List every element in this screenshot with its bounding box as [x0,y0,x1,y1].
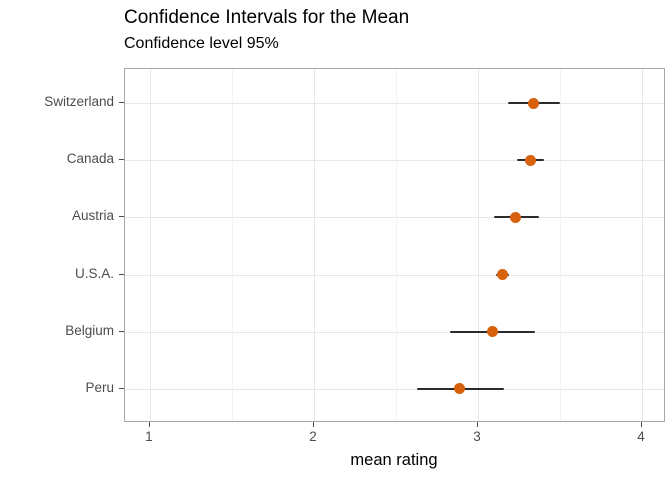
x-axis-tick-label: 3 [473,429,481,444]
x-tick-mark [641,422,643,427]
x-minor-gridline [395,69,397,421]
x-minor-gridline [560,69,562,421]
x-major-gridline [149,69,151,421]
y-tick-mark [119,273,124,275]
x-major-gridline [478,69,479,421]
mean-point-austria [510,211,522,223]
x-axis-tick-label: 2 [309,429,317,444]
y-tick-mark [119,159,124,161]
chart-subtitle: Confidence level 95% [124,35,279,52]
mean-point-peru [454,383,466,395]
y-major-gridline [125,217,664,219]
y-axis-label: Canada [66,151,114,167]
x-tick-mark [477,422,478,427]
y-axis-label: Peru [85,379,114,395]
x-axis-tick-label: 4 [637,429,645,444]
y-major-gridline [125,160,664,162]
x-tick-mark [312,422,314,427]
y-axis-label: Switzerland [44,94,114,110]
y-major-gridline [125,274,664,276]
y-major-gridline [125,331,664,333]
y-axis-label: Belgium [65,322,114,338]
y-major-gridline [125,103,664,105]
plot-panel [124,68,665,422]
x-axis-tick-label: 1 [145,429,153,444]
chart-title: Confidence Intervals for the Mean [124,7,410,28]
mean-point-belgium [487,326,499,338]
y-axis-label: U.S.A. [74,265,114,281]
y-axis-label: Austria [71,208,114,224]
mean-point-switzerland [528,97,540,109]
y-major-gridline [125,388,664,390]
y-tick-mark [119,330,124,332]
x-major-gridline [313,69,315,421]
mean-point-canada [525,154,536,166]
x-axis-title: mean rating [350,451,438,469]
y-tick-mark [119,102,124,104]
x-tick-mark [148,422,150,427]
mean-point-usa [497,269,509,281]
x-major-gridline [642,69,644,421]
y-tick-mark [119,387,124,389]
x-minor-gridline [231,69,233,421]
y-tick-mark [119,216,124,218]
